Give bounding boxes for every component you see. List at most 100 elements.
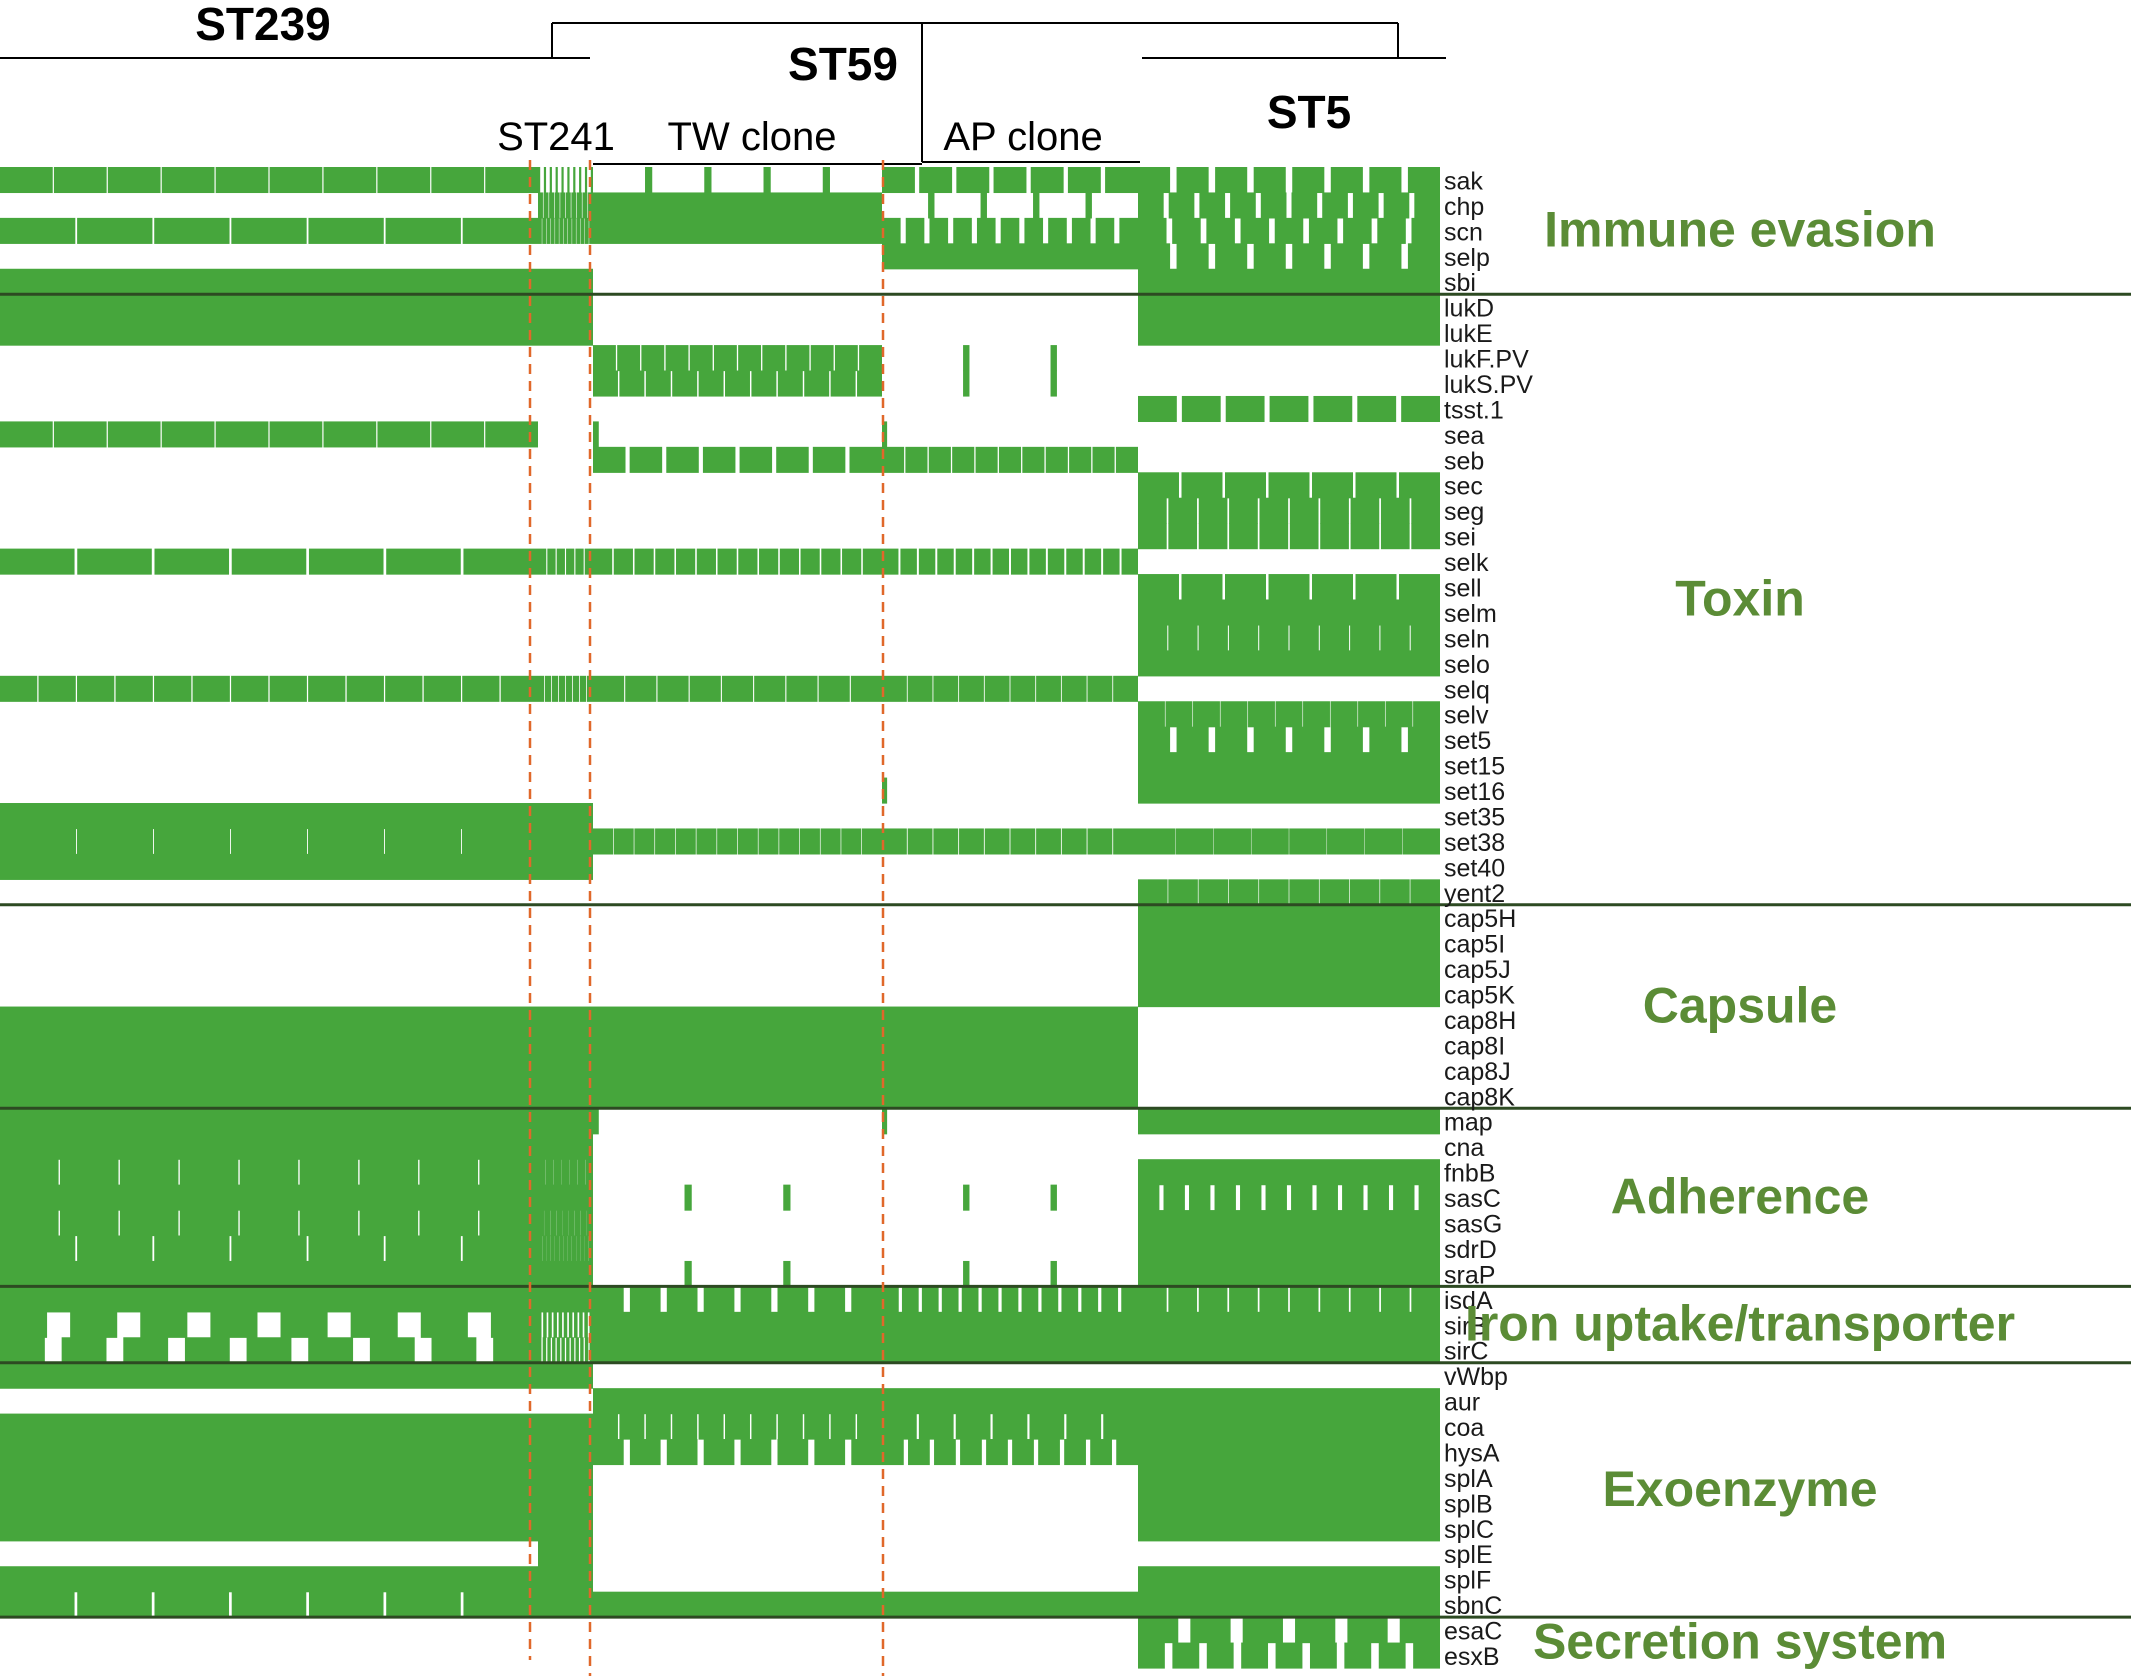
cell-selv-ST5 [1413,701,1440,728]
cell-selq-ST239 [346,675,384,702]
cell-sdrD-ST239 [462,1235,538,1262]
cell-set38-TW [861,828,882,855]
cell-selq-ST239 [38,675,76,702]
cell-sak-ST241 [538,167,541,194]
cell-esaC-ST5 [1295,1617,1336,1644]
cell-sec-ST5 [1138,472,1179,499]
cell-selk-TW [800,548,820,575]
gene-label-seb: seb [1444,447,1484,475]
cell-sirC-ST241 [538,1337,542,1364]
cell-scn-ST241 [546,217,551,244]
cell-splF-ST239 [0,1566,538,1593]
cell-sbi-ST5 [1138,268,1440,295]
cell-selk-ST239 [154,548,230,575]
cell-selv-ST5 [1275,701,1303,728]
cell-esxB-ST5 [1344,1642,1372,1669]
cell-cap8J-TW [593,1057,882,1084]
cell-cap8H-AP [882,1006,1138,1033]
cell-isdA-AP [961,1286,979,1313]
gene-label-seg: seg [1444,498,1484,526]
cell-splA-ST241 [538,1464,593,1491]
cell-set38-TW [758,828,779,855]
cell-cap8H-ST239 [0,1006,538,1033]
gene-labels: sakchpscnselpsbilukDlukElukF.PVlukS.PVts… [1444,167,1533,1671]
cell-sasG-ST241 [538,1210,544,1237]
cell-set38-AP [1010,828,1036,855]
cell-sasG-ST5 [1138,1210,1440,1237]
cell-sasC-ST5 [1240,1184,1262,1211]
gene-label-sirC: sirC [1444,1338,1488,1366]
cell-coa-TW [672,1413,698,1440]
cell-selq-ST241 [572,675,580,702]
cell-set38-AP [1087,828,1113,855]
cell-set38-AP [933,828,959,855]
cell-hysA-ST241 [538,1439,593,1466]
gene-label-set38: set38 [1444,829,1505,857]
cell-sirB-ST5 [1138,1311,1440,1338]
cell-selq-AP [959,675,984,702]
cell-splC-ST5 [1138,1515,1440,1542]
cell-sirC-AP [882,1337,1138,1364]
cell-lukS.PV-TW [672,370,698,397]
gene-label-chp: chp [1444,193,1484,221]
cell-sak-ST241 [573,167,576,194]
cell-sbnC-ST239 [154,1591,230,1618]
cell-coa-TW [645,1413,671,1440]
cell-coa-TW [857,1413,882,1440]
cell-hysA-AP [1116,1439,1138,1466]
cell-chp-ST5 [1260,192,1287,219]
cell-chp-ST241 [543,192,549,219]
cell-chp-ST241 [565,192,571,219]
cell-lukF.PV-TW [859,345,882,372]
cell-set38-TW [655,828,676,855]
cell-sirC-ST239 [493,1337,538,1364]
cell-selv-ST5 [1165,701,1193,728]
gene-label-sea: sea [1444,422,1484,450]
cell-sdrD-ST241 [559,1235,564,1262]
cell-sraP-TW [684,1260,692,1287]
cell-chp-ST5 [1352,192,1379,219]
cell-selq-ST239 [0,675,38,702]
cell-lukS.PV-TW [857,370,882,397]
gene-label-selo: selo [1444,651,1490,679]
cell-sasC-ST5 [1189,1184,1211,1211]
cell-selk-ST241 [556,548,565,575]
cell-sirC-ST5 [1138,1337,1440,1364]
category-label: Exoenzyme [1602,1461,1877,1517]
cell-sirC-ST241 [570,1337,575,1364]
cell-sea-ST239 [53,421,107,448]
gene-label-sasG: sasG [1444,1211,1502,1239]
cell-sasG-ST239 [59,1210,119,1237]
cell-chp-ST241 [571,192,577,219]
cell-lukS.PV-AP [963,370,970,397]
cell-selk-ST241 [575,548,584,575]
cell-yent2-ST5 [1289,879,1319,906]
cell-set5-ST5 [1330,726,1363,753]
cell-selk-TW [821,548,841,575]
cell-set38-TW [841,828,862,855]
cell-yent2-ST5 [1349,879,1380,906]
cell-esaC-ST5 [1242,1617,1283,1644]
cell-set38-ST5 [1327,828,1365,855]
cell-isdA-AP [981,1286,999,1313]
cell-sak-ST5 [1330,167,1363,194]
cell-seln-ST5 [1410,624,1440,651]
cell-cap8K-ST239 [0,1082,538,1109]
cell-sei-ST5 [1259,523,1289,550]
cell-sasG-ST239 [119,1210,179,1237]
cell-selk-TW [676,548,696,575]
cell-seg-ST5 [1259,497,1289,524]
gene-label-splE: splE [1444,1541,1493,1569]
cell-lukF.PV-TW [593,345,616,372]
cell-seg-ST5 [1320,497,1349,524]
cell-esxB-ST5 [1413,1642,1440,1669]
cell-selk-AP [1103,548,1120,575]
cell-isdA-AP [882,1286,899,1313]
category-label: Toxin [1675,570,1805,626]
cell-sak-ST239 [53,167,107,194]
cell-selk-AP [1047,548,1065,575]
gene-label-splF: splF [1444,1567,1491,1595]
cell-fnbB-ST239 [239,1159,299,1186]
cell-coa-ST241 [538,1413,593,1440]
